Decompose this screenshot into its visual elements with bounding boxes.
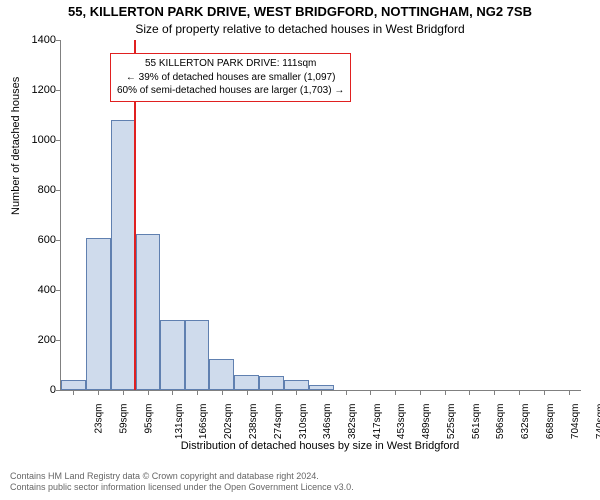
x-tick-mark bbox=[544, 390, 545, 395]
x-tick-label: 489sqm bbox=[421, 404, 432, 440]
x-tick-label: 668sqm bbox=[545, 404, 556, 440]
x-tick-label: 310sqm bbox=[298, 404, 309, 440]
annotation-line3: 60% of semi-detached houses are larger (… bbox=[117, 84, 344, 98]
y-tick-mark bbox=[56, 140, 61, 141]
x-tick-label: 382sqm bbox=[347, 404, 358, 440]
x-tick-mark bbox=[148, 390, 149, 395]
histogram-bar bbox=[185, 320, 210, 390]
x-tick-label: 166sqm bbox=[198, 404, 209, 440]
x-tick-label: 561sqm bbox=[471, 404, 482, 440]
x-axis-label: Distribution of detached houses by size … bbox=[60, 440, 580, 452]
x-tick-mark bbox=[569, 390, 570, 395]
x-tick-mark bbox=[321, 390, 322, 395]
x-tick-label: 238sqm bbox=[248, 404, 259, 440]
x-tick-mark bbox=[272, 390, 273, 395]
x-tick-label: 59sqm bbox=[119, 404, 130, 434]
y-tick-label: 0 bbox=[16, 384, 56, 396]
y-tick-mark bbox=[56, 390, 61, 391]
histogram-bar bbox=[136, 234, 161, 390]
x-tick-label: 740sqm bbox=[595, 404, 600, 440]
x-tick-mark bbox=[445, 390, 446, 395]
annotation-box: 55 KILLERTON PARK DRIVE: 111sqm ← 39% of… bbox=[110, 53, 351, 102]
y-tick-mark bbox=[56, 190, 61, 191]
x-tick-mark bbox=[73, 390, 74, 395]
x-tick-mark bbox=[222, 390, 223, 395]
histogram-bar bbox=[234, 375, 259, 390]
x-tick-label: 23sqm bbox=[94, 404, 105, 434]
y-tick-mark bbox=[56, 40, 61, 41]
x-tick-label: 131sqm bbox=[174, 404, 185, 440]
x-tick-mark bbox=[172, 390, 173, 395]
x-tick-label: 704sqm bbox=[570, 404, 581, 440]
x-tick-label: 596sqm bbox=[495, 404, 506, 440]
histogram-bar bbox=[160, 320, 185, 390]
y-tick-label: 400 bbox=[16, 284, 56, 296]
y-tick-label: 600 bbox=[16, 234, 56, 246]
histogram-bar bbox=[309, 385, 334, 390]
y-tick-mark bbox=[56, 290, 61, 291]
x-tick-mark bbox=[519, 390, 520, 395]
x-tick-mark bbox=[494, 390, 495, 395]
footer-line2: Contains public sector information licen… bbox=[10, 482, 354, 494]
y-tick-mark bbox=[56, 240, 61, 241]
x-tick-mark bbox=[420, 390, 421, 395]
x-tick-label: 453sqm bbox=[396, 404, 407, 440]
x-tick-mark bbox=[370, 390, 371, 395]
histogram-bar bbox=[111, 120, 136, 390]
x-tick-label: 202sqm bbox=[223, 404, 234, 440]
x-tick-label: 274sqm bbox=[273, 404, 284, 440]
x-tick-label: 632sqm bbox=[520, 404, 531, 440]
x-tick-label: 525sqm bbox=[446, 404, 457, 440]
footer-line1: Contains HM Land Registry data © Crown c… bbox=[10, 471, 354, 483]
x-tick-mark bbox=[247, 390, 248, 395]
x-tick-label: 346sqm bbox=[323, 404, 334, 440]
y-tick-label: 200 bbox=[16, 334, 56, 346]
histogram-bar bbox=[86, 238, 111, 391]
histogram-bar bbox=[259, 376, 284, 390]
page-title: 55, KILLERTON PARK DRIVE, WEST BRIDGFORD… bbox=[0, 4, 600, 19]
x-tick-mark bbox=[98, 390, 99, 395]
x-tick-mark bbox=[296, 390, 297, 395]
footer: Contains HM Land Registry data © Crown c… bbox=[10, 471, 354, 494]
y-tick-label: 1400 bbox=[16, 34, 56, 46]
x-tick-mark bbox=[469, 390, 470, 395]
x-tick-mark bbox=[346, 390, 347, 395]
y-tick-label: 800 bbox=[16, 184, 56, 196]
x-tick-label: 417sqm bbox=[372, 404, 383, 440]
y-tick-mark bbox=[56, 90, 61, 91]
annotation-line1: 55 KILLERTON PARK DRIVE: 111sqm bbox=[117, 57, 344, 71]
histogram-bar bbox=[209, 359, 234, 390]
x-tick-mark bbox=[197, 390, 198, 395]
y-tick-label: 1000 bbox=[16, 134, 56, 146]
y-tick-mark bbox=[56, 340, 61, 341]
y-tick-label: 1200 bbox=[16, 84, 56, 96]
x-tick-mark bbox=[123, 390, 124, 395]
x-tick-label: 95sqm bbox=[144, 404, 155, 434]
annotation-line2: ← 39% of detached houses are smaller (1,… bbox=[117, 71, 344, 85]
histogram-bar bbox=[61, 380, 86, 390]
histogram-bar bbox=[284, 380, 309, 390]
x-tick-mark bbox=[395, 390, 396, 395]
page-subtitle: Size of property relative to detached ho… bbox=[0, 22, 600, 36]
